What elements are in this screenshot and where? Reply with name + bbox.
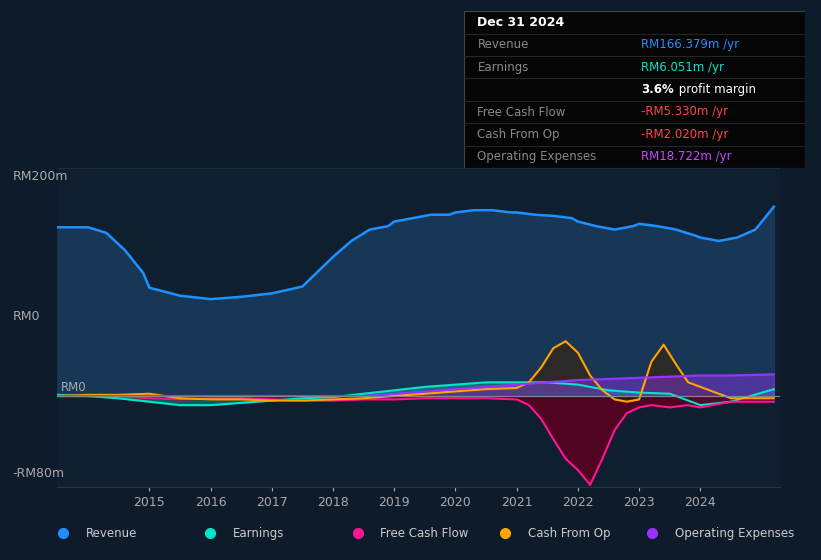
Text: Free Cash Flow: Free Cash Flow xyxy=(478,105,566,119)
Text: RM166.379m /yr: RM166.379m /yr xyxy=(641,38,739,52)
Text: -RM5.330m /yr: -RM5.330m /yr xyxy=(641,105,728,119)
Text: Earnings: Earnings xyxy=(478,60,529,74)
Text: 3.6%: 3.6% xyxy=(641,83,674,96)
Text: Cash From Op: Cash From Op xyxy=(478,128,560,141)
Text: Revenue: Revenue xyxy=(478,38,529,52)
Text: Operating Expenses: Operating Expenses xyxy=(478,150,597,164)
Text: Free Cash Flow: Free Cash Flow xyxy=(380,527,469,540)
Text: -RM2.020m /yr: -RM2.020m /yr xyxy=(641,128,728,141)
Text: Dec 31 2024: Dec 31 2024 xyxy=(478,16,565,29)
Text: RM6.051m /yr: RM6.051m /yr xyxy=(641,60,724,74)
Text: Cash From Op: Cash From Op xyxy=(528,527,610,540)
FancyBboxPatch shape xyxy=(464,11,805,168)
Text: RM18.722m /yr: RM18.722m /yr xyxy=(641,150,732,164)
Text: Revenue: Revenue xyxy=(85,527,137,540)
Text: RM0: RM0 xyxy=(12,310,39,323)
Text: RM0: RM0 xyxy=(61,381,86,394)
Text: RM200m: RM200m xyxy=(12,170,68,183)
Text: -RM80m: -RM80m xyxy=(12,466,64,480)
Text: Operating Expenses: Operating Expenses xyxy=(675,527,794,540)
Text: profit margin: profit margin xyxy=(675,83,756,96)
Text: Earnings: Earnings xyxy=(233,527,284,540)
